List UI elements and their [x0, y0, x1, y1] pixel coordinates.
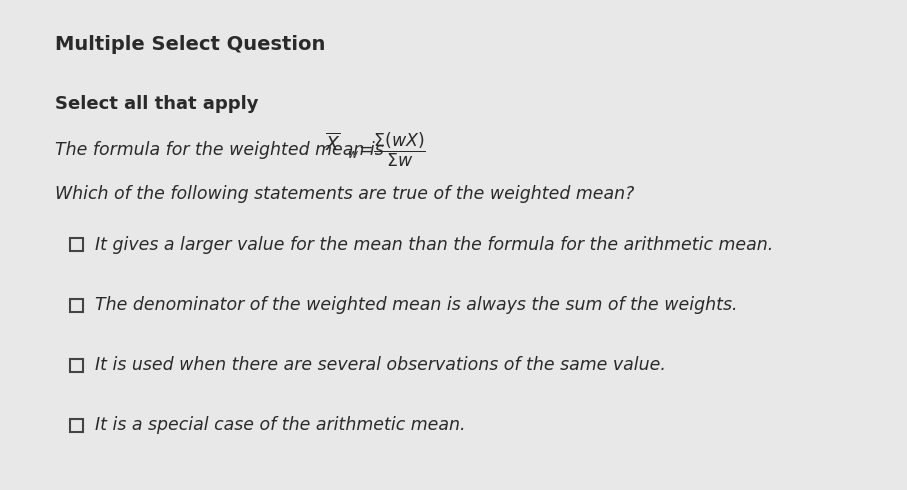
- Bar: [70, 239, 83, 251]
- Text: Select all that apply: Select all that apply: [55, 95, 258, 113]
- Bar: [70, 298, 83, 312]
- Text: It is used when there are several observations of the same value.: It is used when there are several observ…: [95, 356, 666, 374]
- Text: $\overline{X}$: $\overline{X}$: [325, 132, 341, 154]
- Text: Which of the following statements are true of the weighted mean?: Which of the following statements are tr…: [55, 185, 634, 203]
- Text: It is a special case of the arithmetic mean.: It is a special case of the arithmetic m…: [95, 416, 465, 434]
- Bar: [70, 418, 83, 432]
- Text: $_w\!=\!\dfrac{\Sigma(wX)}{\Sigma w}$: $_w\!=\!\dfrac{\Sigma(wX)}{\Sigma w}$: [347, 130, 426, 169]
- Text: It gives a larger value for the mean than the formula for the arithmetic mean.: It gives a larger value for the mean tha…: [95, 236, 774, 254]
- Text: Multiple Select Question: Multiple Select Question: [55, 35, 326, 54]
- Bar: [70, 359, 83, 371]
- Text: The denominator of the weighted mean is always the sum of the weights.: The denominator of the weighted mean is …: [95, 296, 737, 314]
- Text: The formula for the weighted mean is: The formula for the weighted mean is: [55, 141, 389, 159]
